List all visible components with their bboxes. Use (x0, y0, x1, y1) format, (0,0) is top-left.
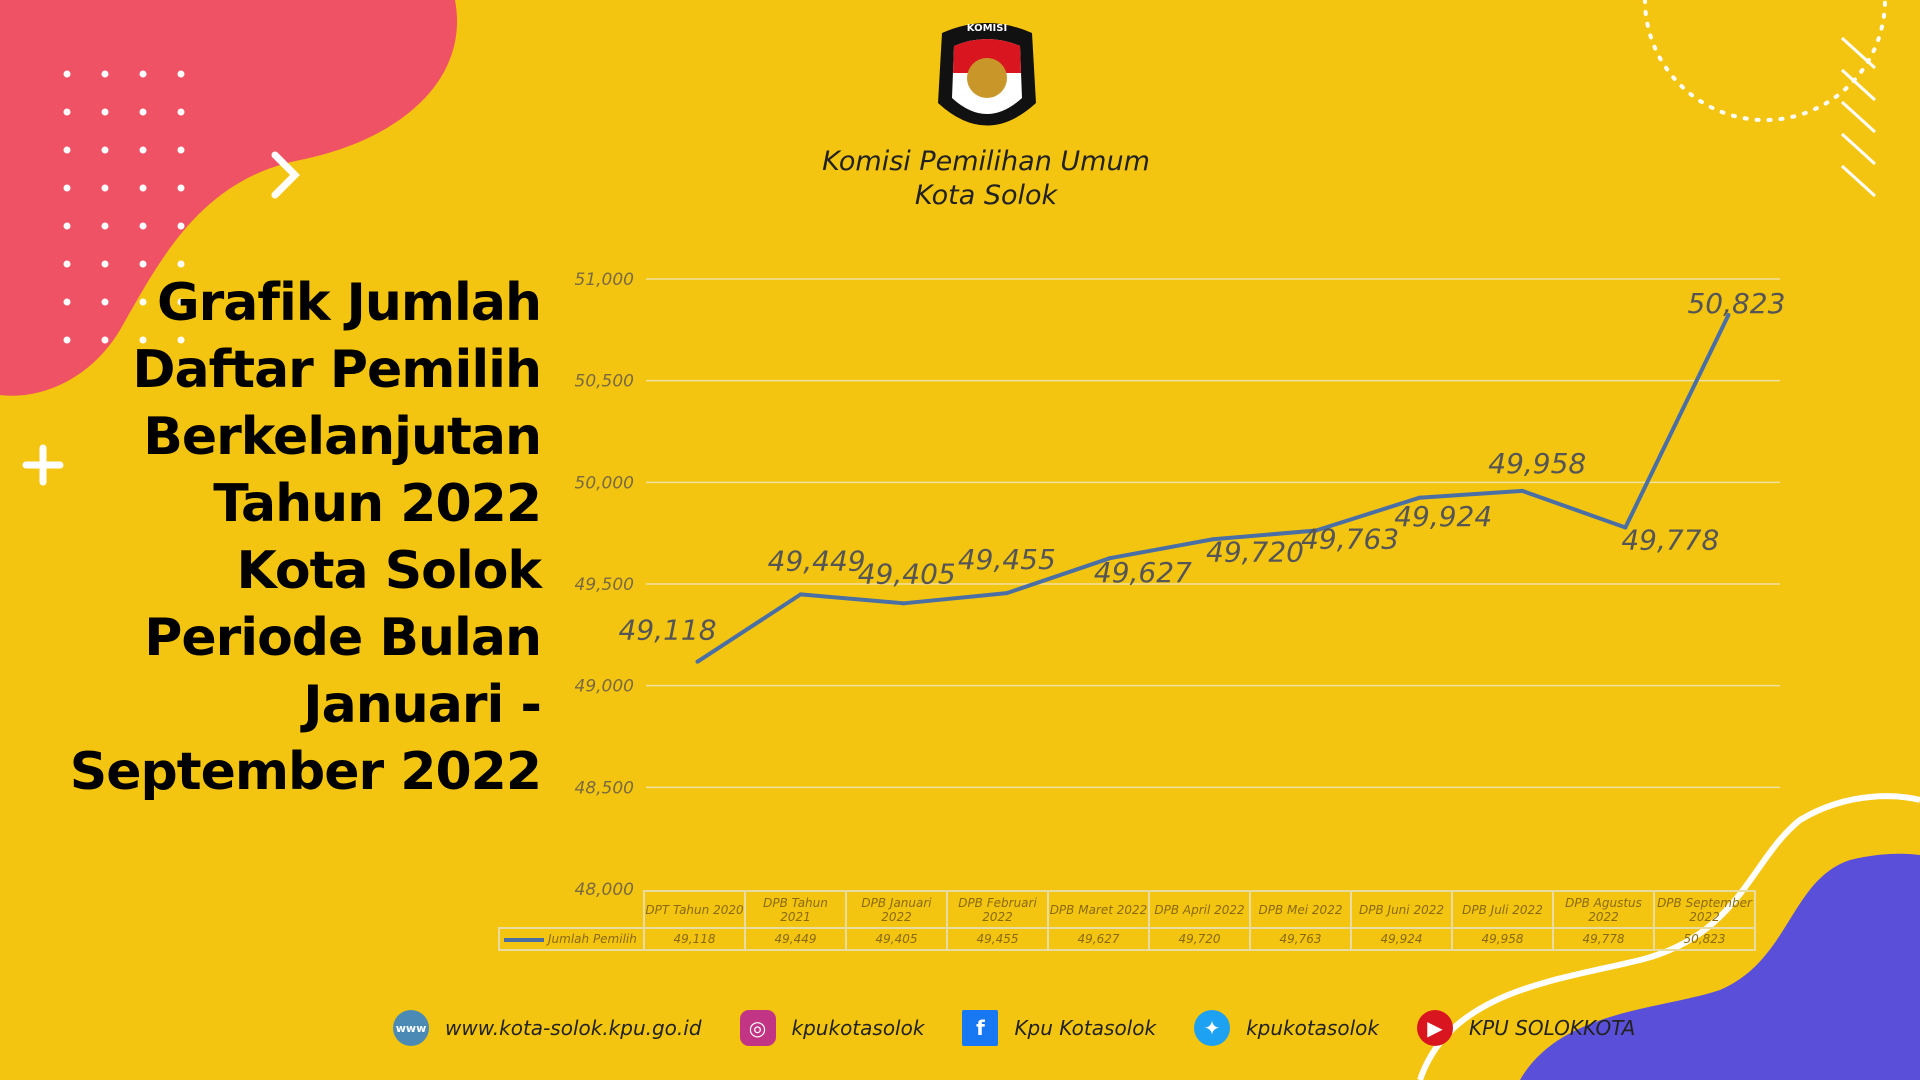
legend-label: Jumlah Pemilih (548, 932, 637, 946)
purple-blob (1520, 853, 1920, 1080)
data-label: 49,455 (958, 543, 1056, 576)
y-tick-label: 51,000 (575, 270, 634, 290)
table-value: 49,627 (1047, 927, 1150, 951)
x-category-label: DPB Juni 2022 (1350, 890, 1453, 929)
x-category-label: DPB September 2022 (1653, 890, 1756, 929)
table-value: 49,720 (1148, 927, 1251, 951)
legend-swatch (504, 937, 544, 942)
data-label: 50,823 (1687, 287, 1785, 320)
data-point (1211, 537, 1215, 542)
org-line-2: Kota Solok (914, 180, 1058, 211)
y-tick-label: 48,500 (575, 778, 634, 798)
data-label: 49,118 (619, 614, 717, 647)
x-category-label: DPB Agustus 2022 (1552, 890, 1655, 929)
data-label: 49,627 (1094, 556, 1192, 589)
pink-blob (0, 0, 458, 396)
dot-grid (63, 70, 185, 344)
table-value: 49,924 (1350, 927, 1453, 951)
table-value: 49,455 (946, 927, 1049, 951)
x-category-label: DPB April 2022 (1148, 890, 1251, 929)
title-line: Tahun 2022 (213, 474, 542, 534)
y-tick-label: 50,000 (575, 473, 634, 493)
x-category-label: DPT Tahun 2020 (643, 890, 746, 929)
data-point (1623, 525, 1628, 530)
footer: www www.kota-solok.kpu.go.id ◎ kpukotasolok… (393, 1010, 1673, 1046)
data-table: DPT Tahun 2020 DPB Tahun 2021 DPB Januari … (498, 890, 1756, 951)
chart-title: Grafik Jumlah Daftar Pemilih Berkelanjut… (0, 270, 542, 806)
x-category-label: DPB Februari 2022 (946, 890, 1049, 929)
organization-name: Komisi Pemilihan Umum Kota Solok (760, 145, 1212, 213)
legend-entry: Jumlah Pemilih (498, 927, 645, 951)
chevron-right-icon (271, 151, 300, 199)
footer-link[interactable]: ◎ kpukotasolok (739, 1010, 925, 1046)
table-value: 49,449 (744, 927, 847, 951)
data-label: 49,924 (1394, 500, 1492, 533)
title-line: Daftar Pemilih (132, 340, 542, 400)
table-value: 49,778 (1552, 927, 1655, 951)
diagonal-lines (1840, 36, 1877, 198)
data-point (1314, 528, 1319, 533)
footer-link[interactable]: f Kpu Kotasolok (962, 1010, 1156, 1046)
footer-link[interactable]: ✦ kpukotasolok (1194, 1010, 1379, 1046)
table-value: 50,823 (1653, 927, 1756, 951)
data-point (1004, 591, 1009, 596)
data-point (1107, 556, 1112, 561)
x-category-label: DPB Tahun 2021 (744, 890, 847, 929)
table-value: 49,763 (1249, 927, 1352, 951)
data-label: 49,449 (768, 544, 866, 577)
y-tick-label: 50,500 (575, 372, 634, 392)
data-point (695, 659, 700, 664)
x-category-label: DPB Januari 2022 (845, 890, 948, 929)
data-label: 49,405 (858, 557, 956, 590)
data-point (1417, 495, 1422, 500)
title-line: Grafik Jumlah (156, 273, 542, 333)
footer-link[interactable]: www www.kota-solok.kpu.go.id (393, 1010, 702, 1046)
svg-text:KOMISI: KOMISI (967, 23, 1007, 34)
footer-text: Kpu Kotasolok (1014, 1016, 1157, 1040)
data-point (798, 592, 803, 597)
series-line (696, 314, 1731, 664)
data-label: 49,958 (1488, 447, 1586, 480)
title-line: Periode Bulan (144, 608, 542, 668)
footer-text: kpukotasolok (791, 1016, 925, 1040)
youtube-icon: ▶ (1416, 1010, 1453, 1046)
table-value: 49,405 (845, 927, 948, 951)
facebook-icon: f (962, 1010, 999, 1046)
y-tick-label: 49,000 (575, 677, 634, 697)
data-point (1726, 312, 1731, 317)
globe-icon: www (393, 1010, 429, 1046)
title-line: Januari - (303, 675, 542, 735)
twitter-icon: ✦ (1194, 1010, 1231, 1046)
instagram-icon: ◎ (739, 1010, 776, 1046)
data-label: 49,720 (1206, 535, 1304, 568)
x-category-label: DPB Maret 2022 (1047, 890, 1150, 929)
title-line: Kota Solok (236, 541, 542, 601)
plus-icon (22, 444, 64, 486)
footer-text: kpukotasolok (1246, 1016, 1379, 1040)
y-tick-label: 48,000 (575, 880, 634, 900)
footer-link[interactable]: ▶ KPU SOLOKKOTA (1416, 1010, 1636, 1046)
title-line: September 2022 (69, 742, 542, 802)
org-line-1: Komisi Pemilihan Umum (822, 146, 1150, 177)
data-label: 49,763 (1301, 523, 1399, 556)
y-tick-label: 49,500 (575, 575, 634, 595)
table-value: 49,118 (643, 927, 746, 951)
kpu-logo: KOMISI (938, 23, 1036, 126)
x-category-label: DPB Mei 2022 (1249, 890, 1352, 929)
footer-text: KPU SOLOKKOTA (1468, 1016, 1636, 1040)
data-point (1520, 488, 1525, 493)
x-category-label: DPB Juli 2022 (1451, 890, 1554, 929)
data-label: 49,778 (1621, 523, 1719, 556)
table-value: 49,958 (1451, 927, 1554, 951)
footer-text: www.kota-solok.kpu.go.id (445, 1016, 702, 1040)
title-line: Berkelanjutan (143, 407, 542, 467)
data-point (901, 601, 906, 606)
